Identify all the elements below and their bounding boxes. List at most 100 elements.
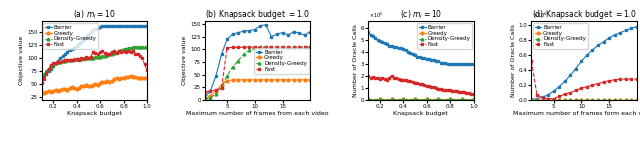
Barrier <box>425 58 433 60</box>
Density-Greedy <box>307 46 314 48</box>
Fast <box>622 78 630 80</box>
Greedy <box>446 99 454 100</box>
Barrier <box>117 25 125 26</box>
Barrier <box>392 46 400 48</box>
Barrier <box>533 98 541 100</box>
Text: $\times10^6$: $\times10^6$ <box>532 11 547 20</box>
Fast <box>425 85 433 87</box>
Barrier <box>388 45 396 46</box>
Barrier <box>40 75 48 77</box>
Fast <box>611 79 618 81</box>
Greedy <box>301 79 308 81</box>
Barrier <box>223 38 231 40</box>
Barrier <box>290 31 298 32</box>
Barrier <box>52 62 60 64</box>
Density-Greedy <box>103 54 111 56</box>
Barrier <box>418 57 426 59</box>
Fast <box>374 78 381 79</box>
Greedy <box>42 91 50 93</box>
Density-Greedy <box>40 73 48 75</box>
Barrier <box>262 24 269 26</box>
Barrier <box>539 96 547 98</box>
Fast <box>84 57 92 59</box>
Fast <box>127 51 134 53</box>
Fast <box>395 78 403 80</box>
Fast <box>268 46 275 48</box>
Greedy <box>143 77 151 79</box>
Greedy <box>290 79 298 81</box>
Barrier <box>84 34 92 35</box>
Density-Greedy <box>278 46 286 48</box>
Fast <box>378 78 386 79</box>
Density-Greedy <box>376 98 384 100</box>
Barrier <box>76 43 83 45</box>
Barrier <box>561 81 568 82</box>
Fast <box>371 77 379 79</box>
Line: Density-Greedy: Density-Greedy <box>40 45 148 78</box>
Fast <box>76 59 83 61</box>
Barrier <box>136 25 144 26</box>
Line: Barrier: Barrier <box>530 25 638 101</box>
Density-Greedy <box>61 60 69 62</box>
Density-Greedy <box>115 50 123 52</box>
Density-Greedy <box>388 98 396 100</box>
Fast <box>435 88 442 90</box>
Greedy <box>82 85 90 86</box>
Greedy <box>600 99 607 101</box>
Barrier <box>381 42 388 44</box>
Greedy <box>223 80 231 82</box>
Density-Greedy <box>127 47 134 48</box>
Greedy <box>124 76 132 78</box>
Barrier <box>54 60 62 62</box>
Fast <box>390 77 398 79</box>
Density-Greedy <box>56 61 64 63</box>
Barrier <box>633 26 640 28</box>
Fast <box>131 53 139 55</box>
Fast <box>463 92 470 94</box>
Greedy <box>539 99 547 101</box>
Greedy <box>212 90 220 92</box>
Barrier <box>103 25 111 26</box>
Barrier <box>527 99 535 100</box>
Fast <box>80 58 88 59</box>
Greedy <box>228 79 236 81</box>
Density-Greedy <box>94 56 102 57</box>
Barrier <box>108 25 116 26</box>
Greedy <box>129 76 137 77</box>
Fast <box>385 78 393 79</box>
Fast <box>212 89 220 91</box>
Line: Greedy: Greedy <box>40 75 148 95</box>
Greedy <box>68 86 76 88</box>
Density-Greedy <box>54 61 62 63</box>
Greedy <box>533 99 541 101</box>
Density-Greedy <box>622 99 630 101</box>
Fast <box>432 87 440 89</box>
Fast <box>456 91 463 93</box>
Barrier <box>212 75 220 77</box>
Barrier <box>129 25 137 26</box>
Fast <box>577 87 585 89</box>
Line: Fast: Fast <box>204 45 312 94</box>
Fast <box>47 64 55 66</box>
Fast <box>539 97 547 99</box>
Greedy <box>572 99 580 101</box>
Barrier <box>544 94 552 96</box>
Greedy <box>594 99 602 101</box>
Fast <box>376 78 384 80</box>
Barrier <box>134 25 141 26</box>
Density-Greedy <box>59 60 67 62</box>
Greedy <box>54 90 62 92</box>
Fast <box>89 51 97 53</box>
Line: Greedy: Greedy <box>530 99 638 101</box>
Density-Greedy <box>66 59 74 61</box>
Line: Density-Greedy: Density-Greedy <box>367 98 475 100</box>
Greedy <box>138 77 146 78</box>
Greedy <box>273 79 281 81</box>
Fast <box>138 57 146 59</box>
Greedy <box>589 99 596 101</box>
Barrier <box>399 48 407 50</box>
Fast <box>627 78 635 80</box>
Fast <box>633 78 640 80</box>
Greedy <box>87 86 95 87</box>
Greedy <box>633 99 640 101</box>
